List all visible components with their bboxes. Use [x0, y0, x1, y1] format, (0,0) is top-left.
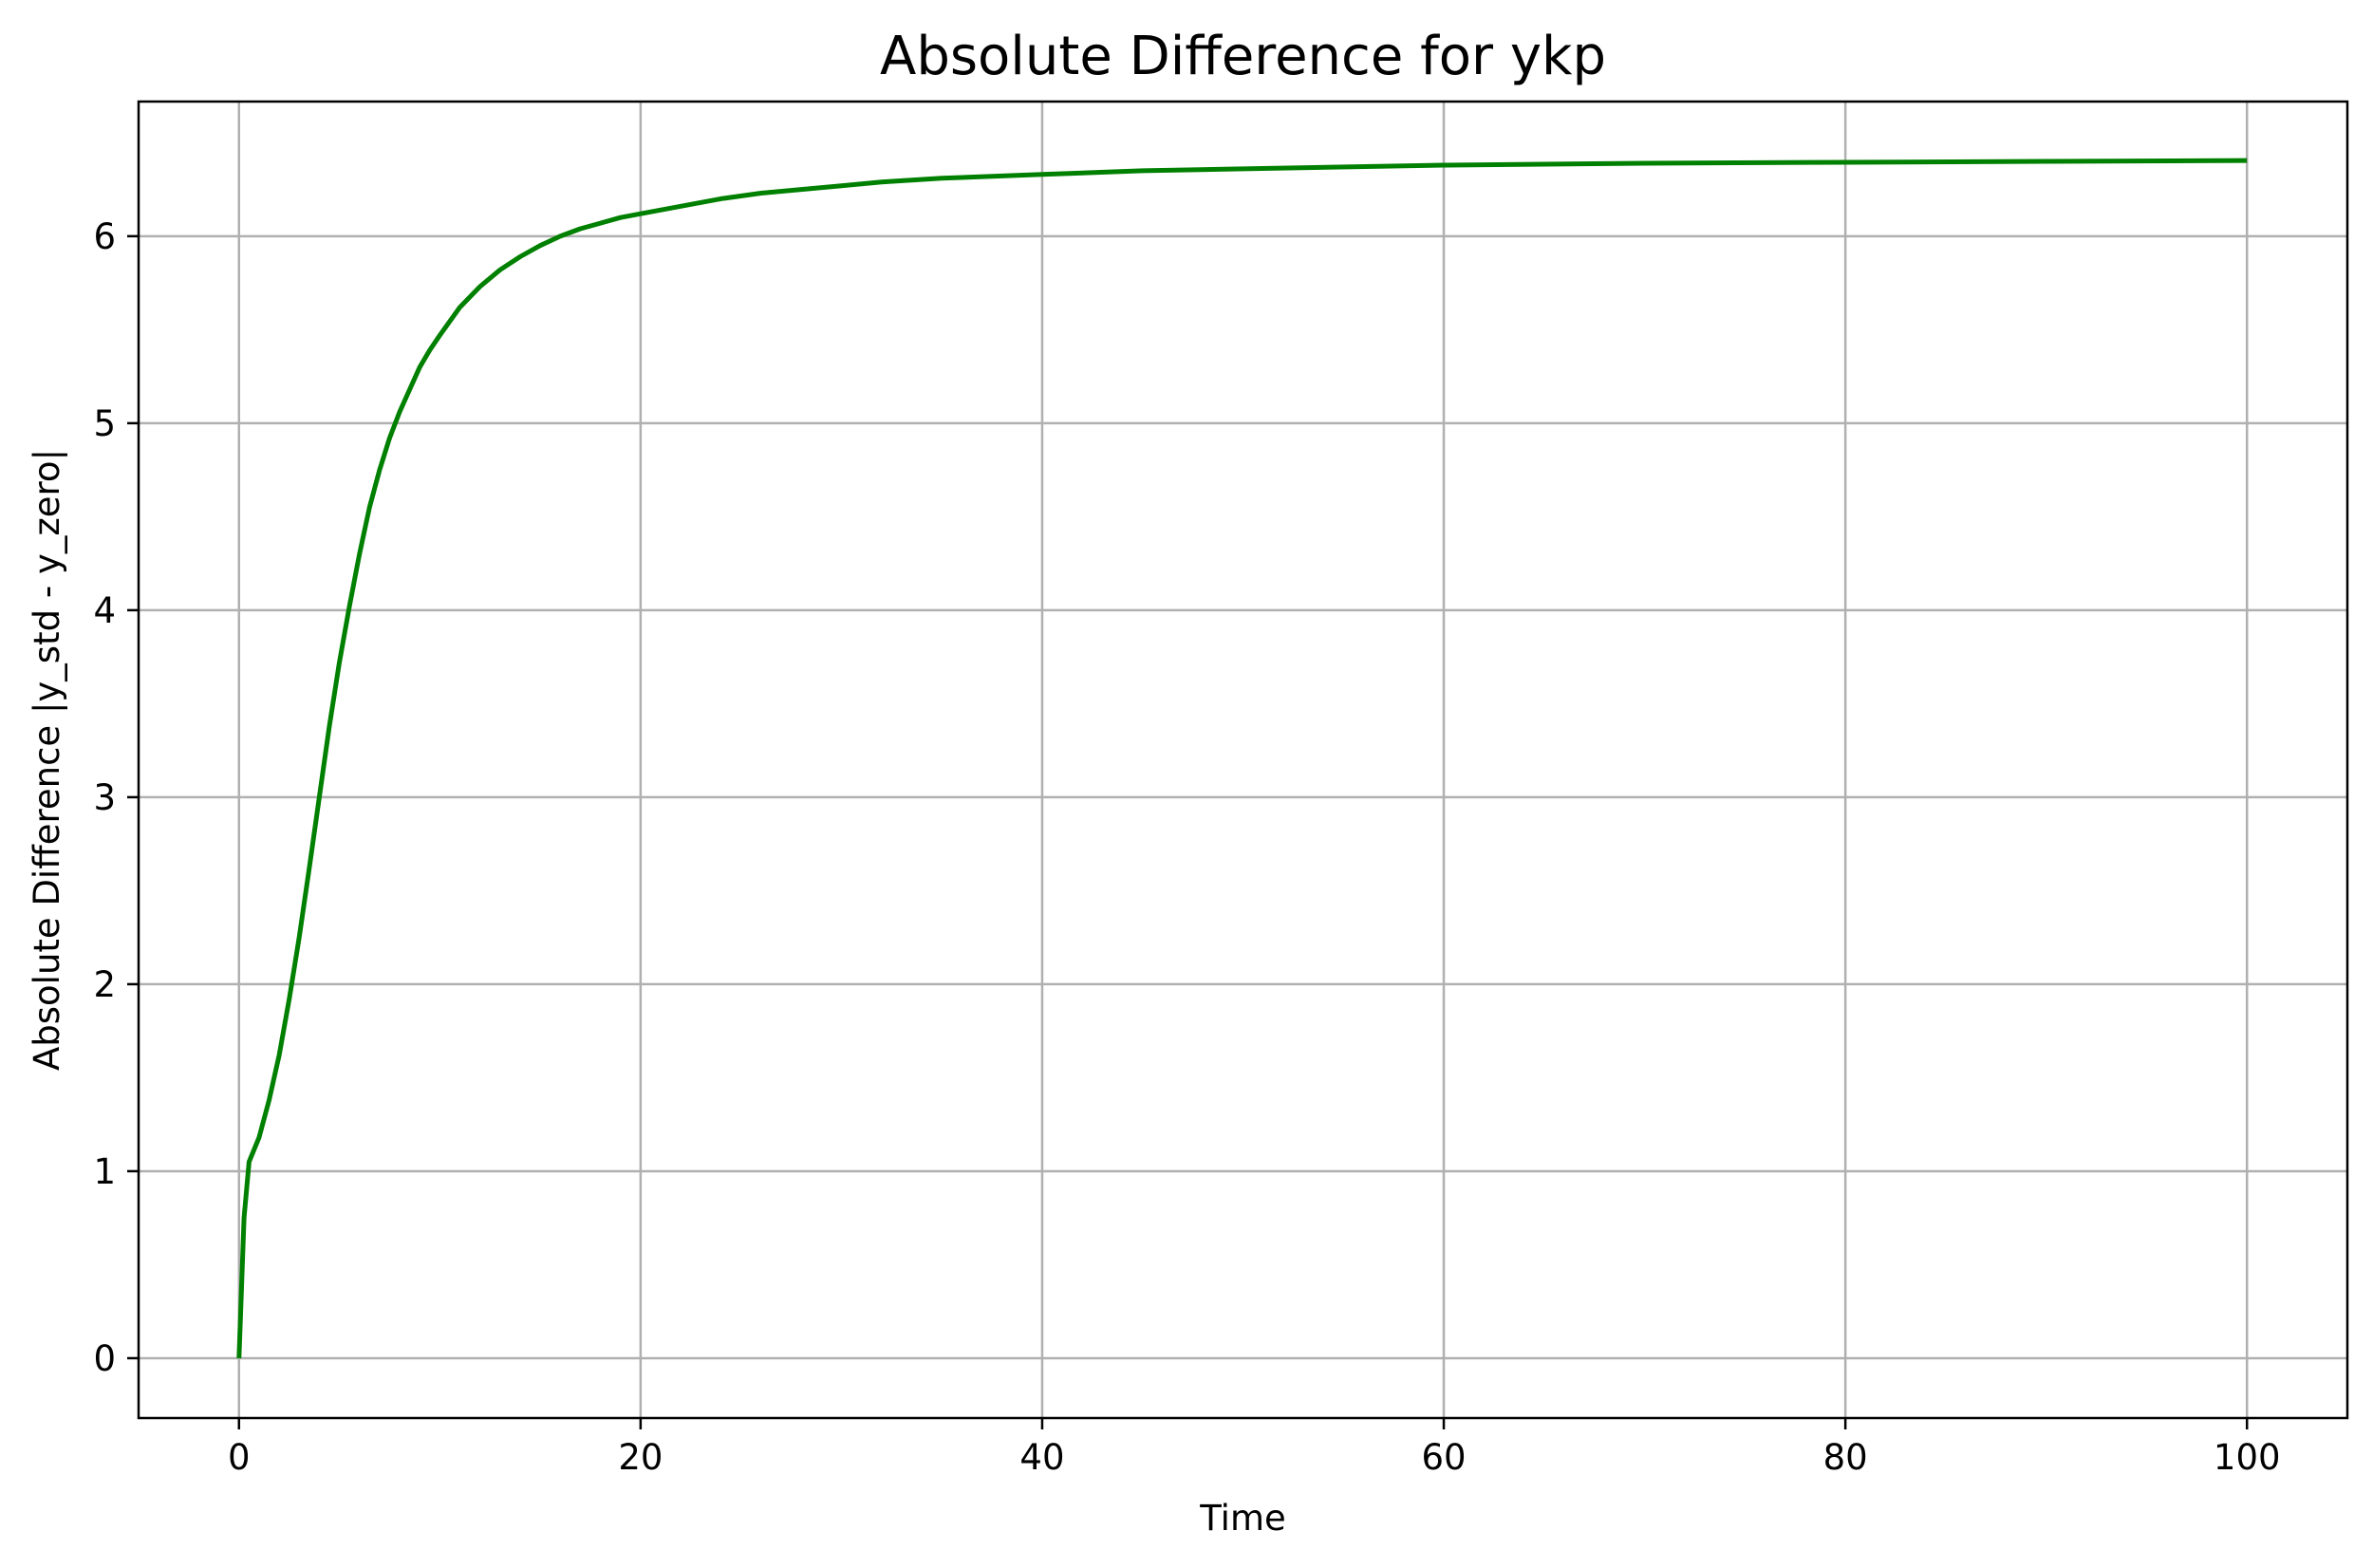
- grid: [139, 102, 2347, 1418]
- y-tick-label: 2: [93, 964, 116, 1005]
- y-tick-label: 0: [93, 1338, 116, 1379]
- tick-marks: [127, 234, 2249, 1429]
- x-axis-label: Time: [1199, 1498, 1286, 1539]
- y-tick-label: 1: [93, 1151, 116, 1192]
- plot-area: [236, 158, 2248, 1359]
- x-tick-label: 80: [1823, 1437, 1868, 1478]
- y-tick-label: 5: [93, 403, 116, 444]
- x-tick-label: 0: [228, 1437, 251, 1478]
- tick-labels: 0 20 40 60 80 100 0 1 2 3 4 5 6: [93, 216, 2280, 1478]
- y-axis-label: Absolute Difference |y_std - y_zero|: [27, 449, 67, 1071]
- x-tick-label: 100: [2214, 1437, 2281, 1478]
- axes-frame: [137, 100, 2349, 1420]
- x-tick-label: 40: [1019, 1437, 1064, 1478]
- y-tick-label: 3: [93, 777, 116, 818]
- x-tick-label: 20: [618, 1437, 663, 1478]
- chart-title: Absolute Difference for ykp: [880, 26, 1606, 87]
- y-tick-label: 4: [93, 590, 116, 631]
- y-tick-label: 6: [93, 216, 116, 257]
- series-line: [236, 158, 2248, 1359]
- x-tick-label: 60: [1421, 1437, 1466, 1478]
